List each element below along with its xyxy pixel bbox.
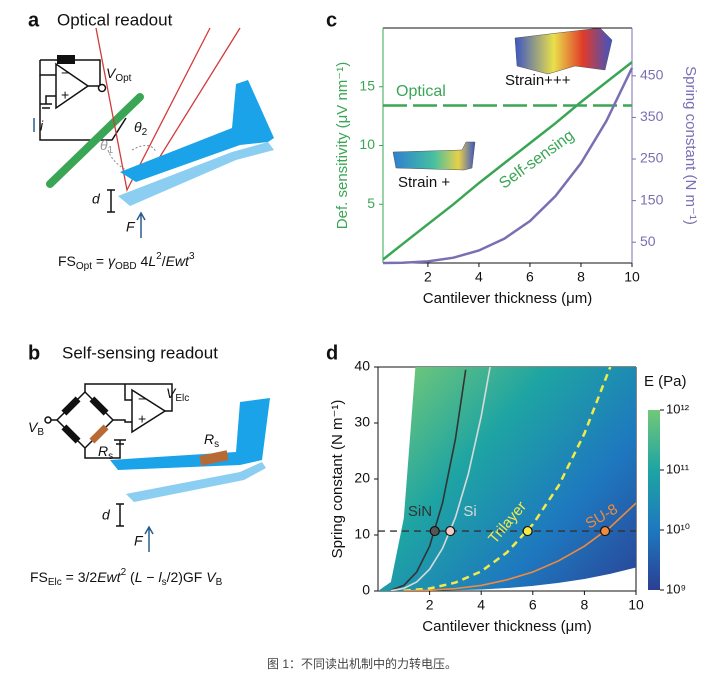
panel-letter: a xyxy=(28,9,40,31)
d-label: d xyxy=(102,507,111,523)
x-tick-label: 4 xyxy=(475,269,483,285)
plus: + xyxy=(138,411,146,427)
panel-title: Optical readout xyxy=(57,10,173,29)
rs-label: Rs xyxy=(98,443,113,462)
theta-1: θ1 xyxy=(100,137,114,156)
panel-letter: b xyxy=(28,342,40,364)
x-tick-label: 10 xyxy=(624,269,640,285)
minus: − xyxy=(138,391,146,407)
panel-letter: c xyxy=(326,9,337,31)
y-tick-label: 10 xyxy=(354,526,370,542)
plot-area xyxy=(378,367,636,591)
x-tick-label: 6 xyxy=(529,597,537,613)
laser-path xyxy=(95,27,241,192)
sensing-resistor xyxy=(199,450,229,466)
y2-tick-label: 350 xyxy=(640,108,664,124)
y2-tick-label: 50 xyxy=(640,233,656,249)
cantilever xyxy=(110,398,270,470)
data-point xyxy=(445,525,456,537)
annotation: Strain + xyxy=(398,174,450,191)
formula: FSOpt = γOBD 4L2/Ewt3 xyxy=(58,251,195,272)
y-axis-label: Def. sensitivity (μV nm⁻¹) xyxy=(334,62,351,229)
resistor xyxy=(57,55,75,64)
x-tick-label: 10 xyxy=(628,597,644,613)
formula: FSElc = 3/2Ewt2 (L − ls/2)GF VB xyxy=(30,567,223,588)
series-line xyxy=(390,367,491,591)
x-tick-label: 6 xyxy=(526,269,534,285)
v-label: VOpt xyxy=(106,65,132,84)
y-tick-label: 0 xyxy=(362,582,370,598)
annotation: Strain+++ xyxy=(505,72,571,89)
minus: − xyxy=(61,65,69,81)
y-tick-label: 10 xyxy=(359,136,375,152)
detector xyxy=(46,93,144,188)
resistors xyxy=(61,396,109,444)
series-line xyxy=(382,67,634,265)
series-label: Si xyxy=(463,503,476,520)
colorbar-tick-label: 10¹¹ xyxy=(666,461,690,476)
x-tick-label: 8 xyxy=(577,269,585,285)
vb-label: VB xyxy=(28,419,44,438)
cantilever xyxy=(120,80,274,182)
colorbar xyxy=(648,410,660,590)
d-label: d xyxy=(92,191,101,207)
circuit xyxy=(39,59,127,141)
bridge-circuit xyxy=(44,383,173,459)
y-tick-label: 15 xyxy=(359,77,375,93)
x-axis-label: Cantilever thickness (μm) xyxy=(423,290,593,307)
panel-letter: d xyxy=(326,342,338,364)
x-tick-label: 8 xyxy=(581,597,589,613)
f-label: F xyxy=(126,219,136,235)
colorbar-label: E (Pa) xyxy=(644,373,687,390)
x-tick-label: 4 xyxy=(477,597,485,613)
x-tick-label: 2 xyxy=(426,597,434,613)
plus: + xyxy=(61,87,69,103)
panel-b: b Self-sensing readout − + VB Rs VElc Rs… xyxy=(28,342,270,588)
series-line xyxy=(390,369,467,591)
modulus-field xyxy=(378,367,636,591)
series-line xyxy=(382,61,633,261)
series-label: Optical xyxy=(396,83,446,100)
force-arrow xyxy=(144,525,154,552)
d-bar xyxy=(107,189,115,213)
y2-tick-label: 450 xyxy=(640,67,664,83)
theta-2: θ2 xyxy=(134,119,148,138)
f-label: F xyxy=(134,533,144,549)
x-axis-label: Cantilever thickness (μm) xyxy=(422,618,592,635)
data-point xyxy=(599,525,611,537)
d-bar xyxy=(116,503,124,527)
data-point xyxy=(429,525,440,537)
current-label: i xyxy=(40,118,44,134)
rs-label: Rs xyxy=(204,431,219,450)
panel-a: a Optical readout − + VOpt θ1 θ2 i d F F… xyxy=(28,9,274,272)
data-point xyxy=(522,525,533,537)
y-tick-label: 40 xyxy=(354,358,370,374)
colorbar-tick-label: 10⁹ xyxy=(666,581,686,596)
strain-inset xyxy=(392,27,613,171)
colorbar-tick-label: 10¹⁰ xyxy=(666,521,690,536)
caption: 图 1：不同读出机制中的力转电压。 xyxy=(267,656,457,671)
cantilever-deflected xyxy=(118,142,274,206)
colorbar-tick-label: 10¹² xyxy=(666,401,690,416)
cantilever-deflected xyxy=(126,462,266,502)
y2-tick-label: 250 xyxy=(640,150,664,166)
y-tick-label: 20 xyxy=(354,470,370,486)
series-label: SiN xyxy=(408,503,432,520)
y-tick-label: 30 xyxy=(354,414,370,430)
panel-title: Self-sensing readout xyxy=(62,343,218,362)
y2-axis-label: Spring constant (N m⁻¹) xyxy=(682,66,699,225)
y2-tick-label: 150 xyxy=(640,191,664,207)
x-tick-label: 2 xyxy=(424,269,432,285)
series-line xyxy=(403,367,612,591)
force-arrow xyxy=(136,211,146,238)
series-line xyxy=(403,502,636,591)
y-axis-label: Spring constant (N m⁻¹) xyxy=(329,400,346,559)
velc-label: VElc xyxy=(166,385,189,404)
y-tick-label: 5 xyxy=(367,195,375,211)
angle-arcs xyxy=(107,145,157,171)
